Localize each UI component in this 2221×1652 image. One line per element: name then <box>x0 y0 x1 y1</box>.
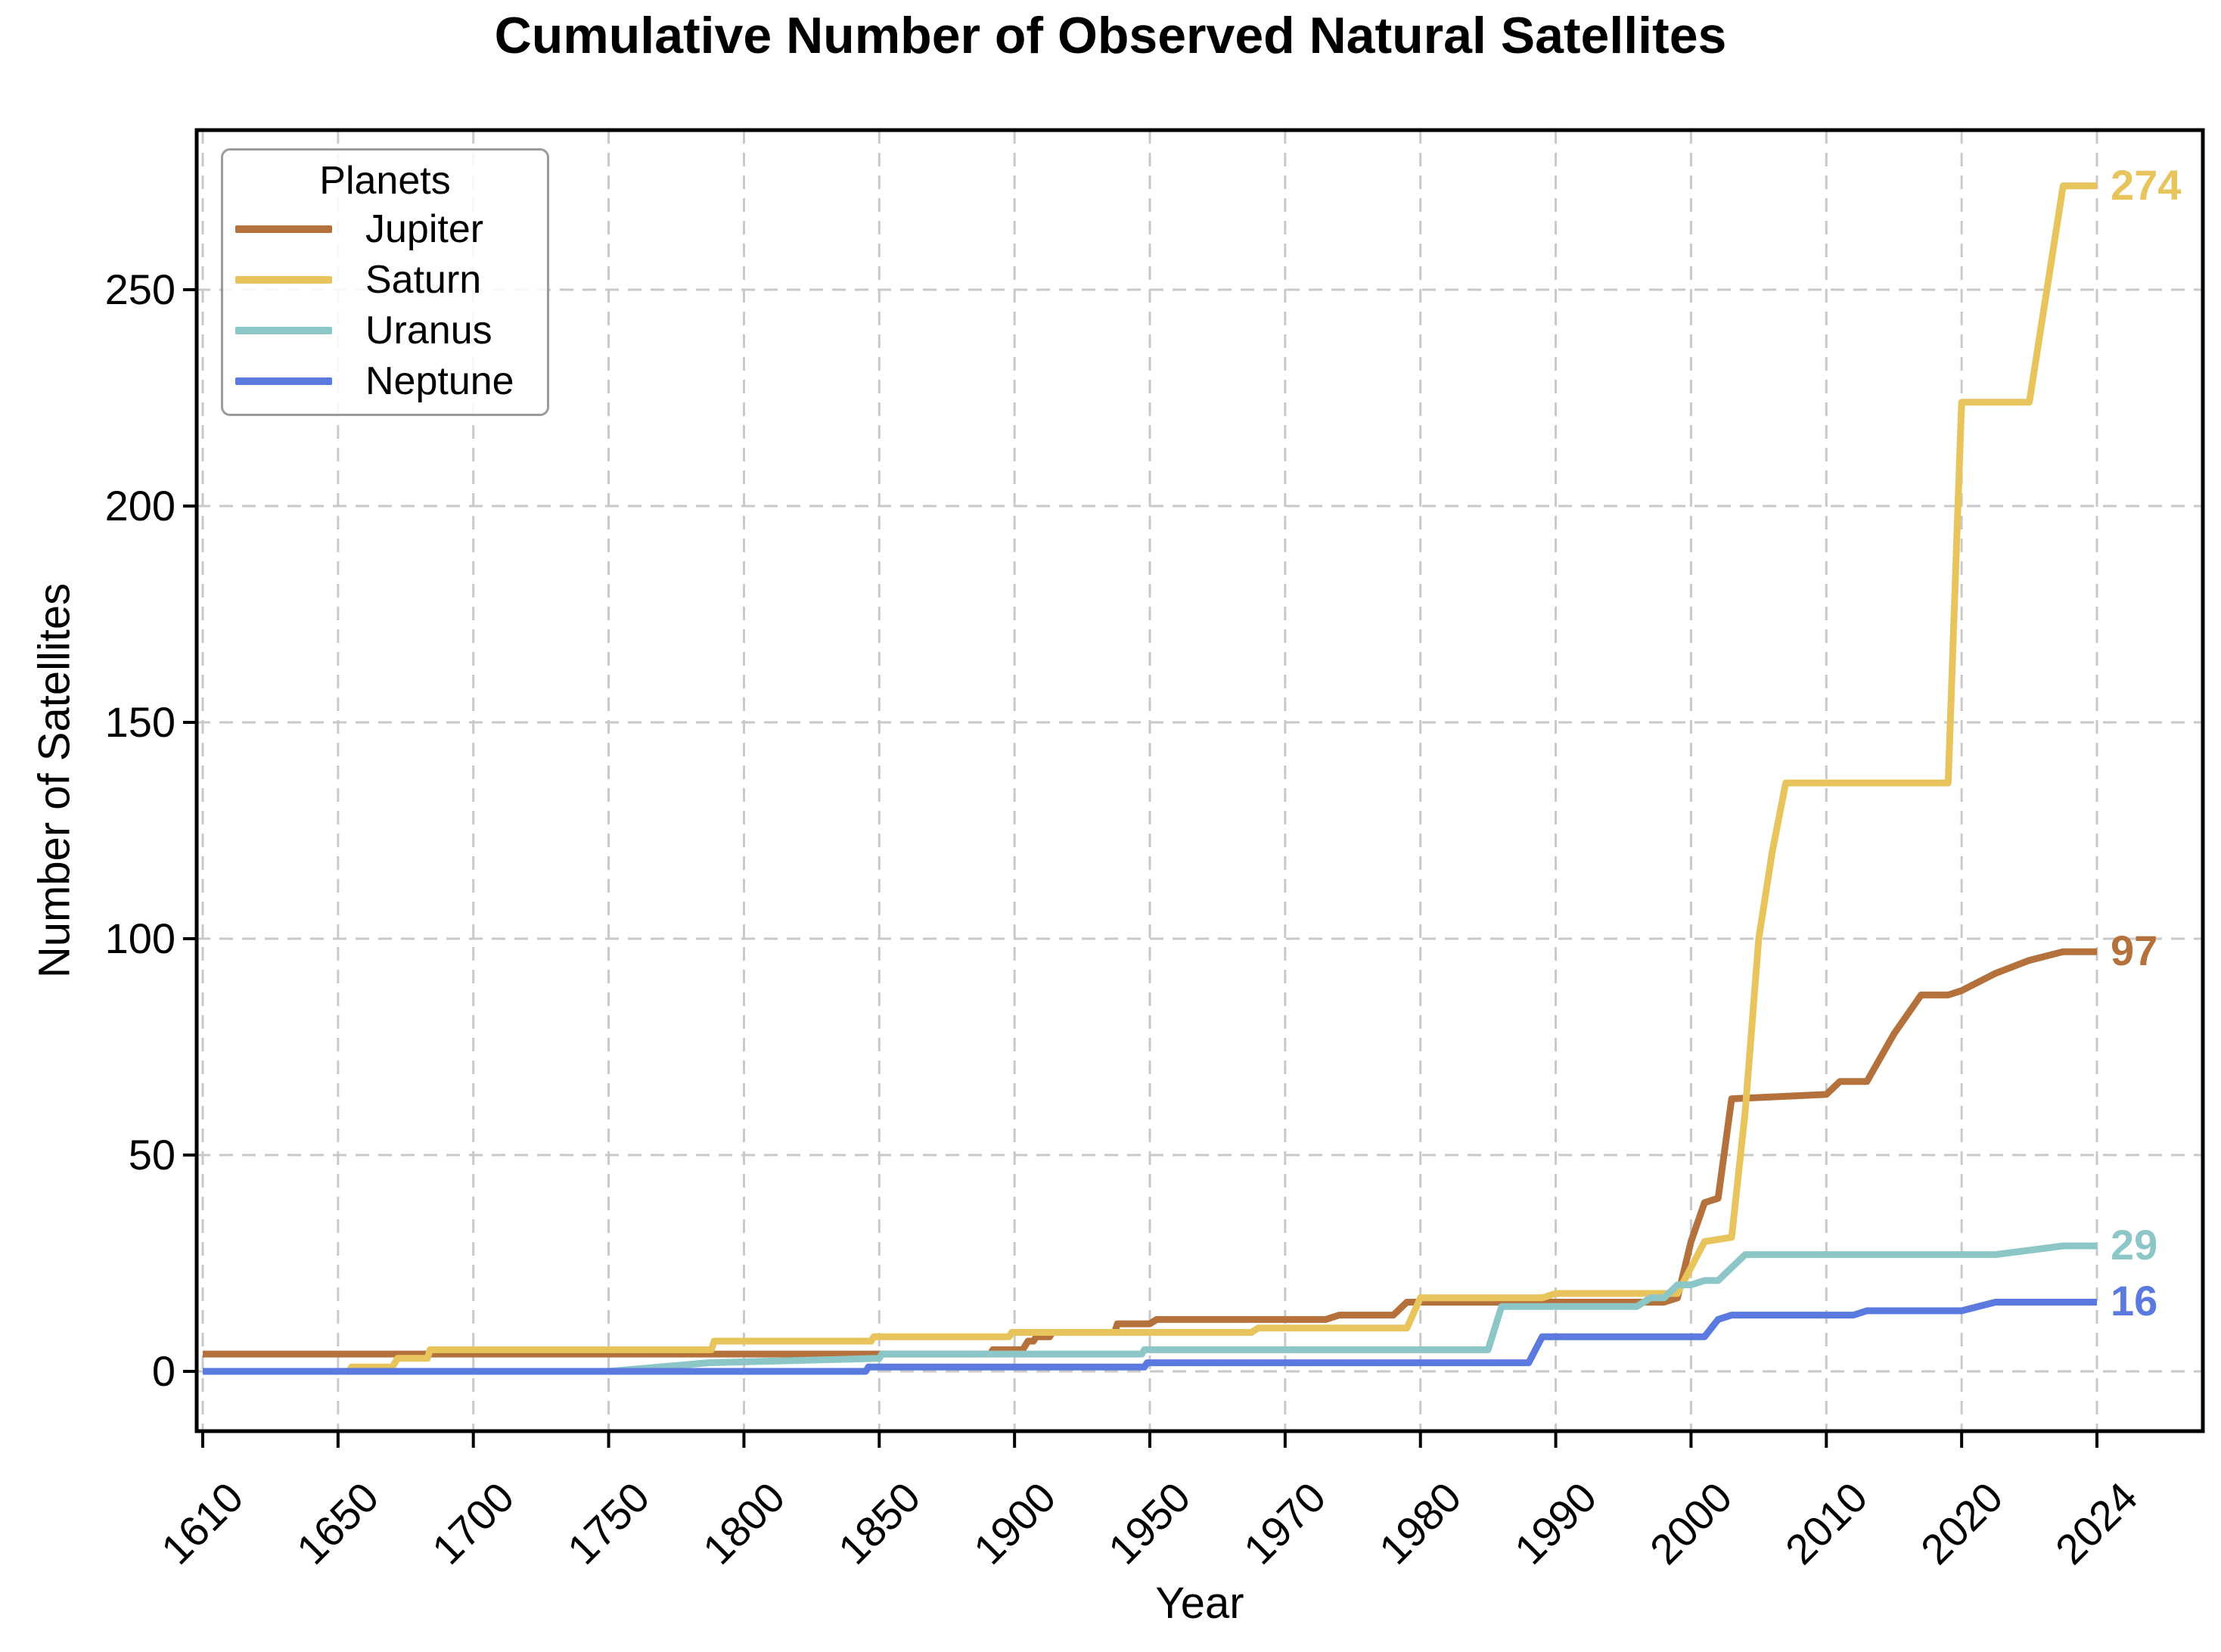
end-label-jupiter: 97 <box>2111 927 2158 975</box>
legend-rows: Jupiter Saturn Uranus Neptune <box>223 203 547 406</box>
legend-label-saturn: Saturn <box>365 257 482 302</box>
legend-item-saturn: Saturn <box>223 254 547 305</box>
chart-title: Cumulative Number of Observed Natural Sa… <box>494 7 1727 64</box>
legend-label-jupiter: Jupiter <box>365 206 484 251</box>
legend-label-uranus: Uranus <box>365 308 492 352</box>
legend-swatch-saturn <box>235 275 332 284</box>
legend-label-neptune: Neptune <box>365 359 514 403</box>
y-tick-label-250: 250 <box>104 266 176 313</box>
y-tick-label-200: 200 <box>104 482 176 529</box>
series-line-neptune <box>203 1299 2097 1375</box>
series-line-uranus <box>203 1242 2097 1375</box>
end-label-uranus: 29 <box>2111 1221 2158 1269</box>
x-axis-title: Year <box>1155 1579 1244 1628</box>
legend-item-jupiter: Jupiter <box>223 203 547 254</box>
legend-swatch-neptune <box>235 377 332 385</box>
axes-spines <box>194 128 2205 1433</box>
end-label-neptune: 16 <box>2111 1277 2158 1325</box>
series-line-saturn <box>203 182 2097 1375</box>
legend-item-neptune: Neptune <box>223 356 547 406</box>
y-tick-label-50: 50 <box>128 1131 176 1178</box>
end-label-saturn: 274 <box>2111 160 2182 209</box>
legend-item-uranus: Uranus <box>223 305 547 356</box>
legend: Planets Jupiter Saturn Uranus Neptune <box>221 148 549 416</box>
y-tick-label-150: 150 <box>104 698 176 746</box>
y-tick-label-0: 0 <box>151 1347 176 1395</box>
legend-title: Planets <box>319 159 451 203</box>
legend-swatch-jupiter <box>235 225 332 233</box>
series-line-jupiter <box>203 948 2097 1358</box>
legend-swatch-uranus <box>235 326 332 334</box>
y-tick-label-100: 100 <box>104 914 176 962</box>
